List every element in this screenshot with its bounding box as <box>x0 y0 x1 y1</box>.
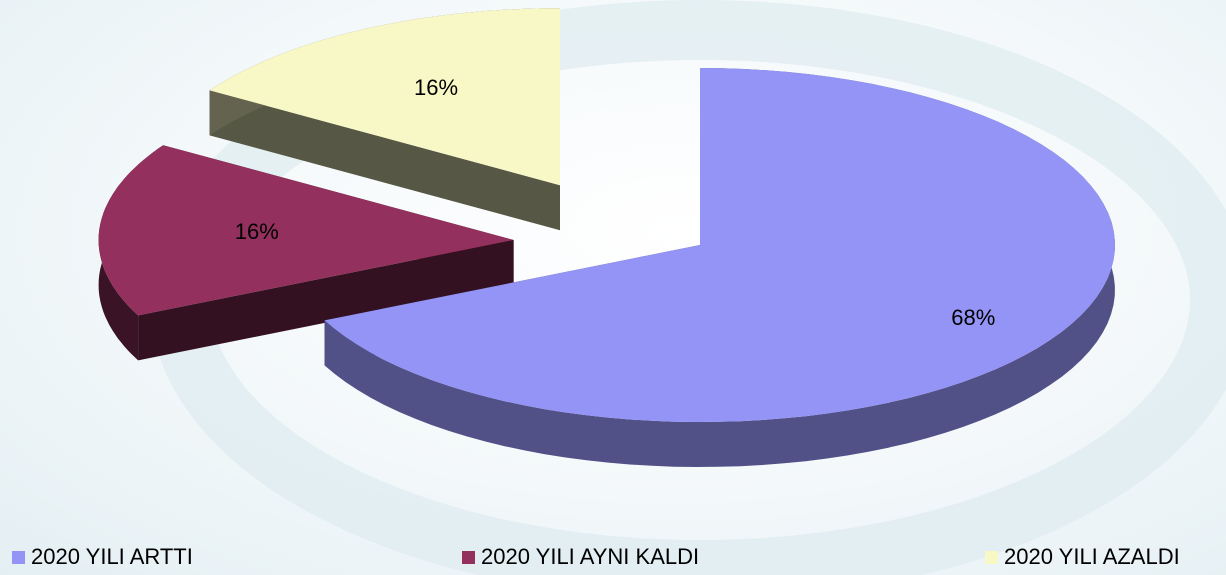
data-label: 16% <box>235 219 279 244</box>
legend-label: 2020 YILI ARTTI <box>31 544 193 569</box>
legend-swatch <box>462 551 475 564</box>
legend-label: 2020 YILI AYNI KALDI <box>481 544 699 569</box>
data-label: 16% <box>414 75 458 100</box>
slice-wall <box>209 90 560 231</box>
pie-slice <box>324 68 1115 422</box>
pie-slice <box>98 145 514 316</box>
legend-label: 2020 YILI AZALDI <box>1004 544 1180 569</box>
legend-swatch <box>985 551 998 564</box>
pie-slice <box>209 8 560 186</box>
data-label: 68% <box>951 305 995 330</box>
legend-swatch <box>12 551 25 564</box>
slice-wall <box>138 240 514 361</box>
